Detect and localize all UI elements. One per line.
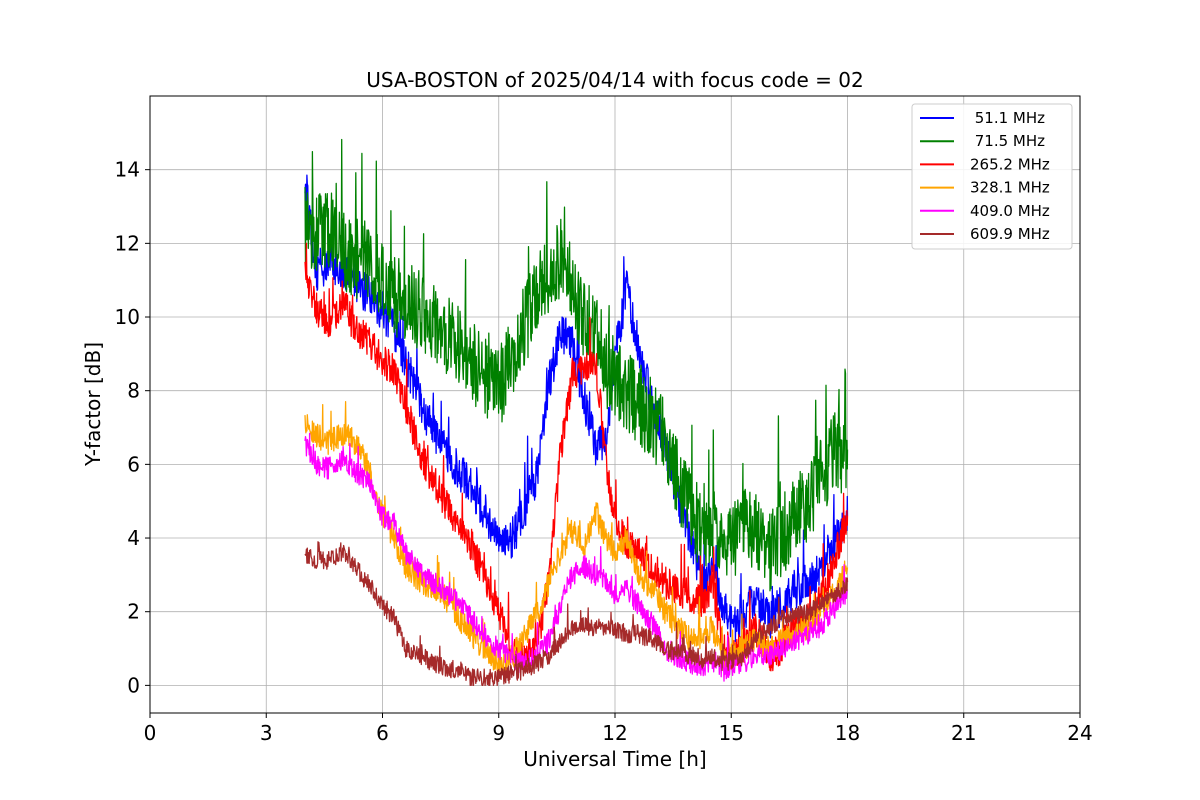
x-tick-label: 12 [602, 721, 627, 745]
legend-label: 409.0 MHz [970, 202, 1050, 220]
series-line-6 [304, 541, 849, 687]
legend-label: 265.2 MHz [970, 155, 1050, 173]
y-tick-label: 0 [127, 673, 140, 697]
x-tick-label: 3 [260, 721, 273, 745]
y-tick-label: 6 [127, 452, 140, 476]
y-tick-label: 2 [127, 600, 140, 624]
series-line-5 [304, 432, 848, 682]
legend-label: 328.1 MHz [970, 179, 1050, 197]
series-line-2 [304, 138, 849, 592]
y-tick-label: 12 [115, 231, 140, 255]
x-tick-label: 15 [719, 721, 744, 745]
x-tick-label: 9 [492, 721, 505, 745]
series-line-3 [304, 242, 849, 672]
legend-label: 51.1 MHz [970, 109, 1045, 127]
y-tick-label: 4 [127, 526, 140, 550]
y-tick-label: 10 [115, 305, 140, 329]
x-tick-label: 6 [376, 721, 389, 745]
y-tick-label: 8 [127, 379, 140, 403]
series-group [304, 138, 849, 687]
x-tick-label: 18 [835, 721, 860, 745]
legend-label: 609.9 MHz [970, 225, 1050, 243]
x-axis-label: Universal Time [h] [523, 747, 706, 771]
y-axis-label: Y-factor [dB] [81, 342, 105, 467]
y-tick-label: 14 [115, 158, 140, 182]
x-tick-label: 0 [144, 721, 157, 745]
x-tick-label: 24 [1067, 721, 1092, 745]
legend: 51.1 MHz 71.5 MHz 265.2 MHz 328.1 MHz 409.0… [911, 103, 1073, 250]
x-tick-label: 21 [951, 721, 976, 745]
legend-label: 71.5 MHz [970, 132, 1045, 150]
chart-title: USA-BOSTON of 2025/04/14 with focus code… [366, 68, 863, 92]
